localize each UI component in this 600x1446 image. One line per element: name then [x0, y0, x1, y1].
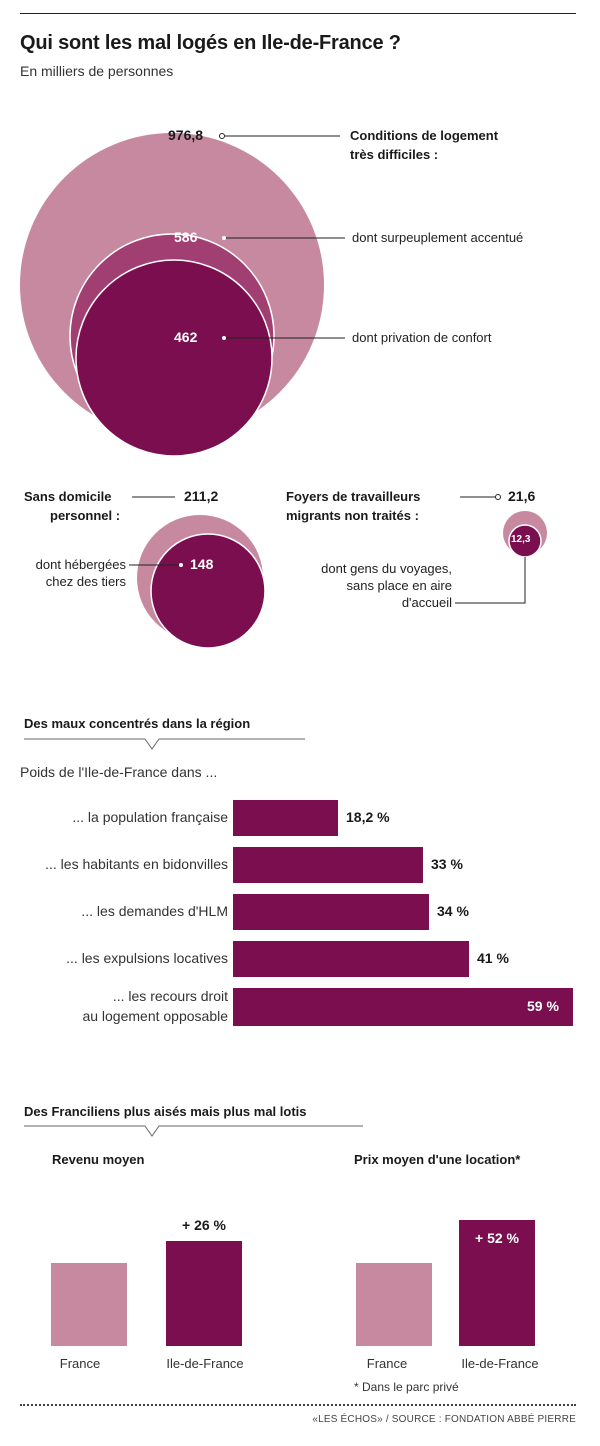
leader-dot-foyers	[495, 494, 501, 500]
section2-intro: Poids de l'Ile-de-France dans ...	[20, 764, 218, 780]
source-credit: «LES ÉCHOS» / SOURCE : FONDATION ABBÉ PI…	[312, 1414, 576, 1425]
hbar-value-0: 18,2 %	[346, 809, 390, 825]
revenue-category-0: France	[59, 1356, 101, 1371]
sdp-label-1: Sans domicile	[24, 489, 112, 504]
revenue-bar-1	[166, 1241, 242, 1346]
hbar-value-3: 41 %	[477, 950, 509, 966]
leader-line-foyers-inner	[455, 557, 526, 604]
hbar-category-3: ... les expulsions locatives	[66, 950, 228, 966]
foyers-inner-label-3: d'accueil	[401, 595, 452, 610]
revenue-category-1: Ile-de-France	[166, 1356, 244, 1371]
hbar-value-2: 34 %	[437, 903, 469, 919]
circle-sdp-inner	[150, 533, 266, 649]
section2-underline	[24, 738, 305, 750]
main-total-label-1: Conditions de logement	[350, 128, 499, 143]
footer-rule	[20, 1404, 576, 1406]
page-title: Qui sont les mal logés en Ile-de-France …	[20, 32, 401, 54]
main-total-value: 976,8	[168, 127, 204, 143]
main-mid-value: 586	[174, 229, 198, 245]
leader-dot-main-total	[219, 133, 225, 139]
hbar-category-0: ... la population française	[72, 809, 228, 825]
footnote: * Dans le parc privé	[354, 1380, 459, 1394]
circle-main-inner	[75, 259, 273, 457]
foyers-value: 21,6	[508, 488, 536, 504]
sdp-inner-value: 148	[190, 556, 214, 572]
hbar-category-4-0: ... les recours droit	[112, 988, 228, 1004]
sdp-inner-label-2: chez des tiers	[45, 574, 126, 589]
hbar-category-4-1: au logement opposable	[82, 1008, 228, 1024]
leader-dot-sdp-inner	[179, 563, 183, 567]
hbar-0	[233, 800, 338, 836]
rent-chart-title: Prix moyen d'une location*	[354, 1152, 521, 1167]
section2-title: Des maux concentrés dans la région	[24, 716, 251, 731]
sdp-label-2: personnel :	[50, 508, 121, 523]
hbar-2	[233, 894, 429, 930]
rent-annotation: + 52 %	[475, 1230, 519, 1246]
hbar-1	[233, 847, 423, 883]
main-inner-value: 462	[174, 329, 198, 345]
hbar-value-1: 33 %	[431, 856, 463, 872]
section3-underline	[24, 1125, 363, 1137]
leader-dot-main-inner	[222, 336, 226, 340]
revenue-chart-title: Revenu moyen	[52, 1152, 145, 1167]
foyers-inner-label-1: dont gens du voyages,	[321, 561, 452, 576]
hbar-category-1: ... les habitants en bidonvilles	[45, 856, 228, 872]
main-inner-label: dont privation de confort	[352, 330, 492, 345]
leader-dot-main-mid	[222, 236, 226, 240]
circles-graphic	[20, 133, 547, 649]
rent-category-0: France	[366, 1356, 408, 1371]
rent-category-1: Ile-de-France	[461, 1356, 539, 1371]
foyers-inner-label-2: sans place en aire	[346, 578, 452, 593]
foyers-label-2: migrants non traités :	[286, 508, 419, 523]
foyers-label-1: Foyers de travailleurs	[286, 489, 421, 504]
hbar-3	[233, 941, 469, 977]
top-rule	[20, 13, 576, 14]
main-mid-label: dont surpeuplement accentué	[352, 230, 524, 245]
page-subtitle: En milliers de personnes	[20, 63, 174, 79]
hbar-4	[233, 988, 573, 1026]
foyers-inner-value: 12,3	[511, 534, 531, 545]
section3-title: Des Franciliens plus aisés mais plus mal…	[24, 1104, 307, 1119]
sdp-inner-label-1: dont hébergées	[35, 557, 126, 572]
main-total-label-2: très difficiles :	[350, 147, 439, 162]
rent-bar-1	[459, 1220, 535, 1346]
revenue-bar-0	[51, 1263, 127, 1346]
rent-bar-0	[356, 1263, 432, 1346]
hbar-value-4: 59 %	[527, 998, 559, 1014]
sdp-value: 211,2	[184, 488, 219, 504]
revenue-annotation: + 26 %	[182, 1217, 226, 1233]
hbar-category-2: ... les demandes d'HLM	[81, 903, 228, 919]
